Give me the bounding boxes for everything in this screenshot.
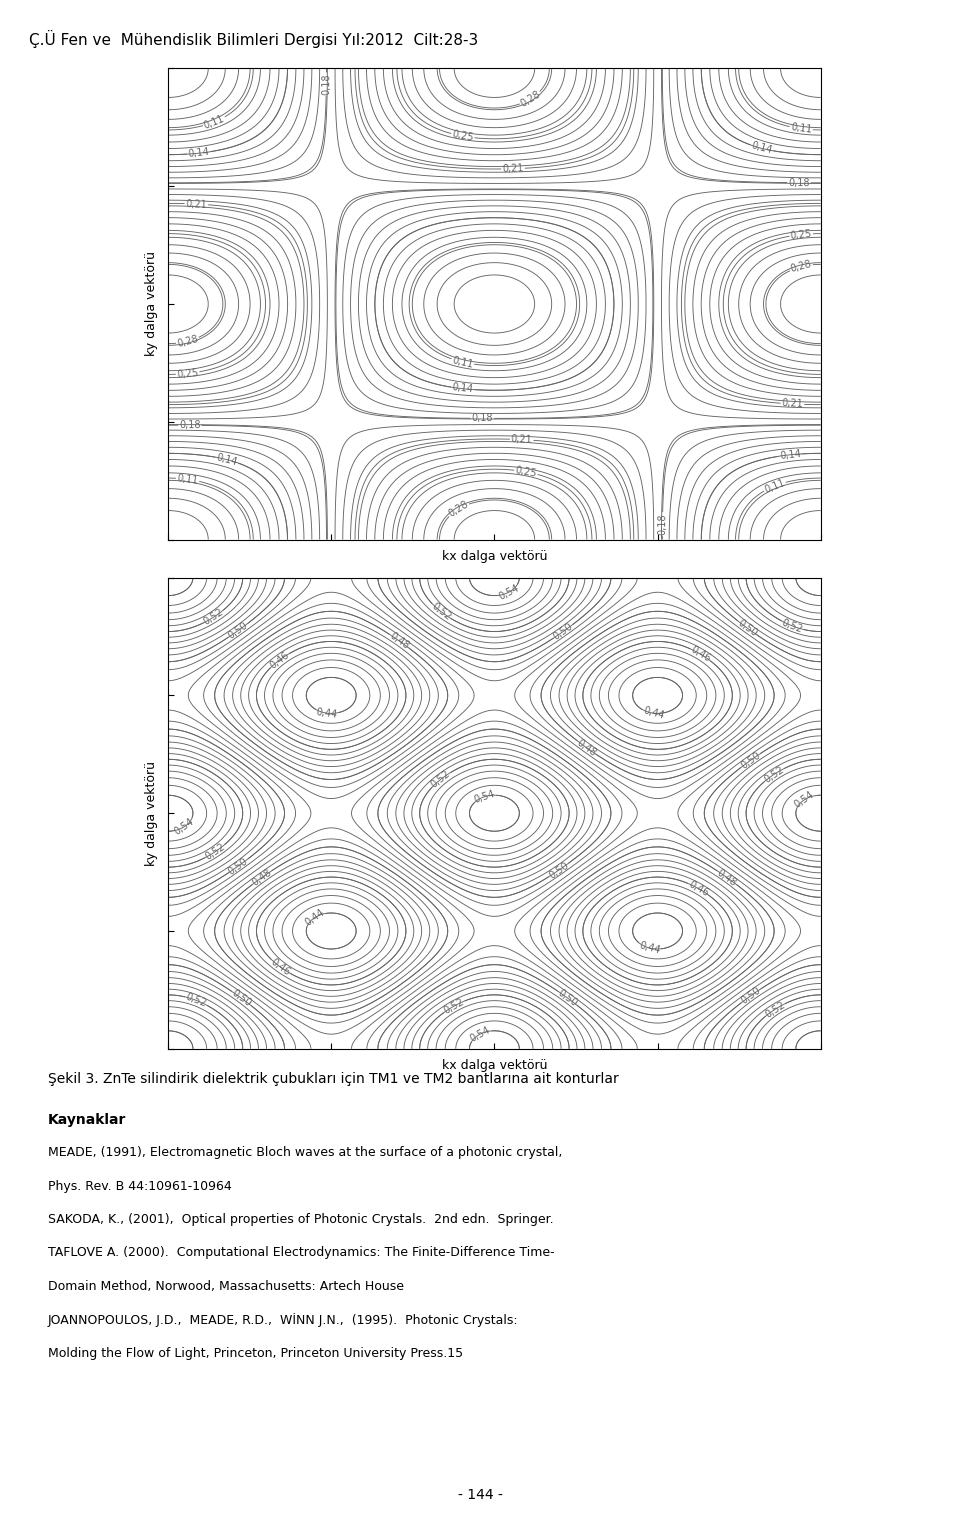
Text: 0,28: 0,28 [446, 499, 470, 518]
Text: 0,48: 0,48 [388, 631, 411, 652]
Text: 0,25: 0,25 [790, 228, 812, 240]
Text: Molding the Flow of Light, Princeton, Princeton University Press.15: Molding the Flow of Light, Princeton, Pr… [48, 1347, 463, 1360]
Text: 0,50: 0,50 [547, 860, 570, 880]
Text: 0,25: 0,25 [177, 368, 199, 380]
Text: 0,44: 0,44 [637, 941, 661, 956]
Text: 0,28: 0,28 [789, 260, 813, 274]
Text: 0,11: 0,11 [451, 354, 474, 369]
Text: 0,21: 0,21 [511, 435, 533, 445]
Text: 0,14: 0,14 [750, 141, 774, 155]
Text: 0,52: 0,52 [184, 993, 208, 1009]
Text: JOANNOPOULOS, J.D.,  MEADE, R.D.,  WİNN J.N.,  (1995).  Photonic Crystals:: JOANNOPOULOS, J.D., MEADE, R.D., WİNN J.… [48, 1313, 518, 1327]
Text: 0,48: 0,48 [251, 868, 274, 888]
Text: 0,14: 0,14 [451, 383, 474, 395]
Text: 0,11: 0,11 [790, 122, 812, 135]
Text: 0,50: 0,50 [735, 617, 758, 638]
Text: 0,50: 0,50 [227, 620, 250, 641]
Text: Kaynaklar: Kaynaklar [48, 1113, 127, 1126]
Text: 0,50: 0,50 [551, 622, 575, 641]
X-axis label: kx dalga vektörü: kx dalga vektörü [442, 550, 547, 562]
Text: 0,44: 0,44 [302, 907, 326, 929]
Text: 0,18: 0,18 [180, 420, 201, 430]
Text: 0,52: 0,52 [429, 600, 452, 622]
Text: Ç.Ü Fen ve  Mühendislik Bilimleri Dergisi Yıl:2012  Cilt:28-3: Ç.Ü Fen ve Mühendislik Bilimleri Dergisi… [29, 30, 478, 49]
Text: 0,50: 0,50 [230, 988, 253, 1009]
Text: 0,50: 0,50 [227, 856, 250, 877]
Text: 0,46: 0,46 [269, 956, 292, 977]
Text: Şekil 3. ZnTe silindirik dielektrik çubukları için TM1 ve TM2 bantlarına ait kon: Şekil 3. ZnTe silindirik dielektrik çubu… [48, 1072, 619, 1085]
Text: Domain Method, Norwood, Massachusetts: Artech House: Domain Method, Norwood, Massachusetts: A… [48, 1280, 404, 1294]
Text: 0,21: 0,21 [781, 398, 804, 409]
Text: MEADE, (1991), Electromagnetic Bloch waves at the surface of a photonic crystal,: MEADE, (1991), Electromagnetic Bloch wav… [48, 1146, 563, 1160]
Y-axis label: ky dalga vektörü: ky dalga vektörü [145, 760, 157, 866]
Text: SAKODA, K., (2001),  Optical properties of Photonic Crystals.  2nd edn.  Springe: SAKODA, K., (2001), Optical properties o… [48, 1213, 554, 1227]
Text: 0,52: 0,52 [763, 999, 787, 1020]
Text: Phys. Rev. B 44:10961-10964: Phys. Rev. B 44:10961-10964 [48, 1180, 231, 1193]
Text: 0,52: 0,52 [204, 842, 227, 862]
Text: 0,52: 0,52 [762, 765, 785, 784]
Text: 0,54: 0,54 [173, 816, 196, 838]
Text: 0,54: 0,54 [496, 582, 520, 602]
Text: 0,14: 0,14 [779, 448, 802, 461]
Text: 0,52: 0,52 [429, 769, 452, 790]
Text: 0,18: 0,18 [658, 514, 667, 535]
Text: 0,54: 0,54 [468, 1024, 492, 1044]
Text: 0,28: 0,28 [518, 90, 542, 109]
Text: 0,11: 0,11 [177, 473, 199, 486]
Text: 0,52: 0,52 [442, 997, 466, 1015]
Text: 0,18: 0,18 [471, 413, 493, 424]
X-axis label: kx dalga vektörü: kx dalga vektörü [442, 1059, 547, 1072]
Text: TAFLOVE A. (2000).  Computational Electrodynamics: The Finite-Difference Time-: TAFLOVE A. (2000). Computational Electro… [48, 1246, 555, 1260]
Text: 0,11: 0,11 [203, 114, 227, 131]
Text: 0,21: 0,21 [185, 199, 207, 210]
Text: 0,11: 0,11 [762, 477, 786, 494]
Text: 0,14: 0,14 [215, 453, 239, 467]
Text: 0,25: 0,25 [515, 465, 538, 479]
Text: 0,46: 0,46 [268, 649, 291, 670]
Text: 0,46: 0,46 [686, 879, 710, 898]
Text: 0,54: 0,54 [793, 789, 816, 810]
Text: - 144 -: - 144 - [458, 1488, 502, 1502]
Text: 0,21: 0,21 [502, 163, 524, 175]
Text: 0,52: 0,52 [780, 617, 804, 634]
Text: 0,28: 0,28 [176, 334, 200, 348]
Text: 0,25: 0,25 [451, 129, 474, 143]
Text: 0,52: 0,52 [202, 606, 226, 628]
Text: 0,50: 0,50 [739, 749, 762, 771]
Text: 0,18: 0,18 [322, 73, 331, 94]
Text: 0,14: 0,14 [187, 147, 210, 160]
Text: 0,18: 0,18 [788, 178, 809, 188]
Text: 0,54: 0,54 [473, 789, 496, 804]
Text: 0,50: 0,50 [739, 985, 762, 1006]
Text: 0,46: 0,46 [689, 644, 712, 664]
Text: 0,44: 0,44 [316, 707, 338, 719]
Text: 0,44: 0,44 [641, 705, 665, 720]
Text: 0,48: 0,48 [575, 737, 598, 758]
Text: 0,48: 0,48 [715, 868, 738, 888]
Text: 0,50: 0,50 [556, 988, 579, 1008]
Y-axis label: ky dalga vektörü: ky dalga vektörü [145, 251, 157, 357]
